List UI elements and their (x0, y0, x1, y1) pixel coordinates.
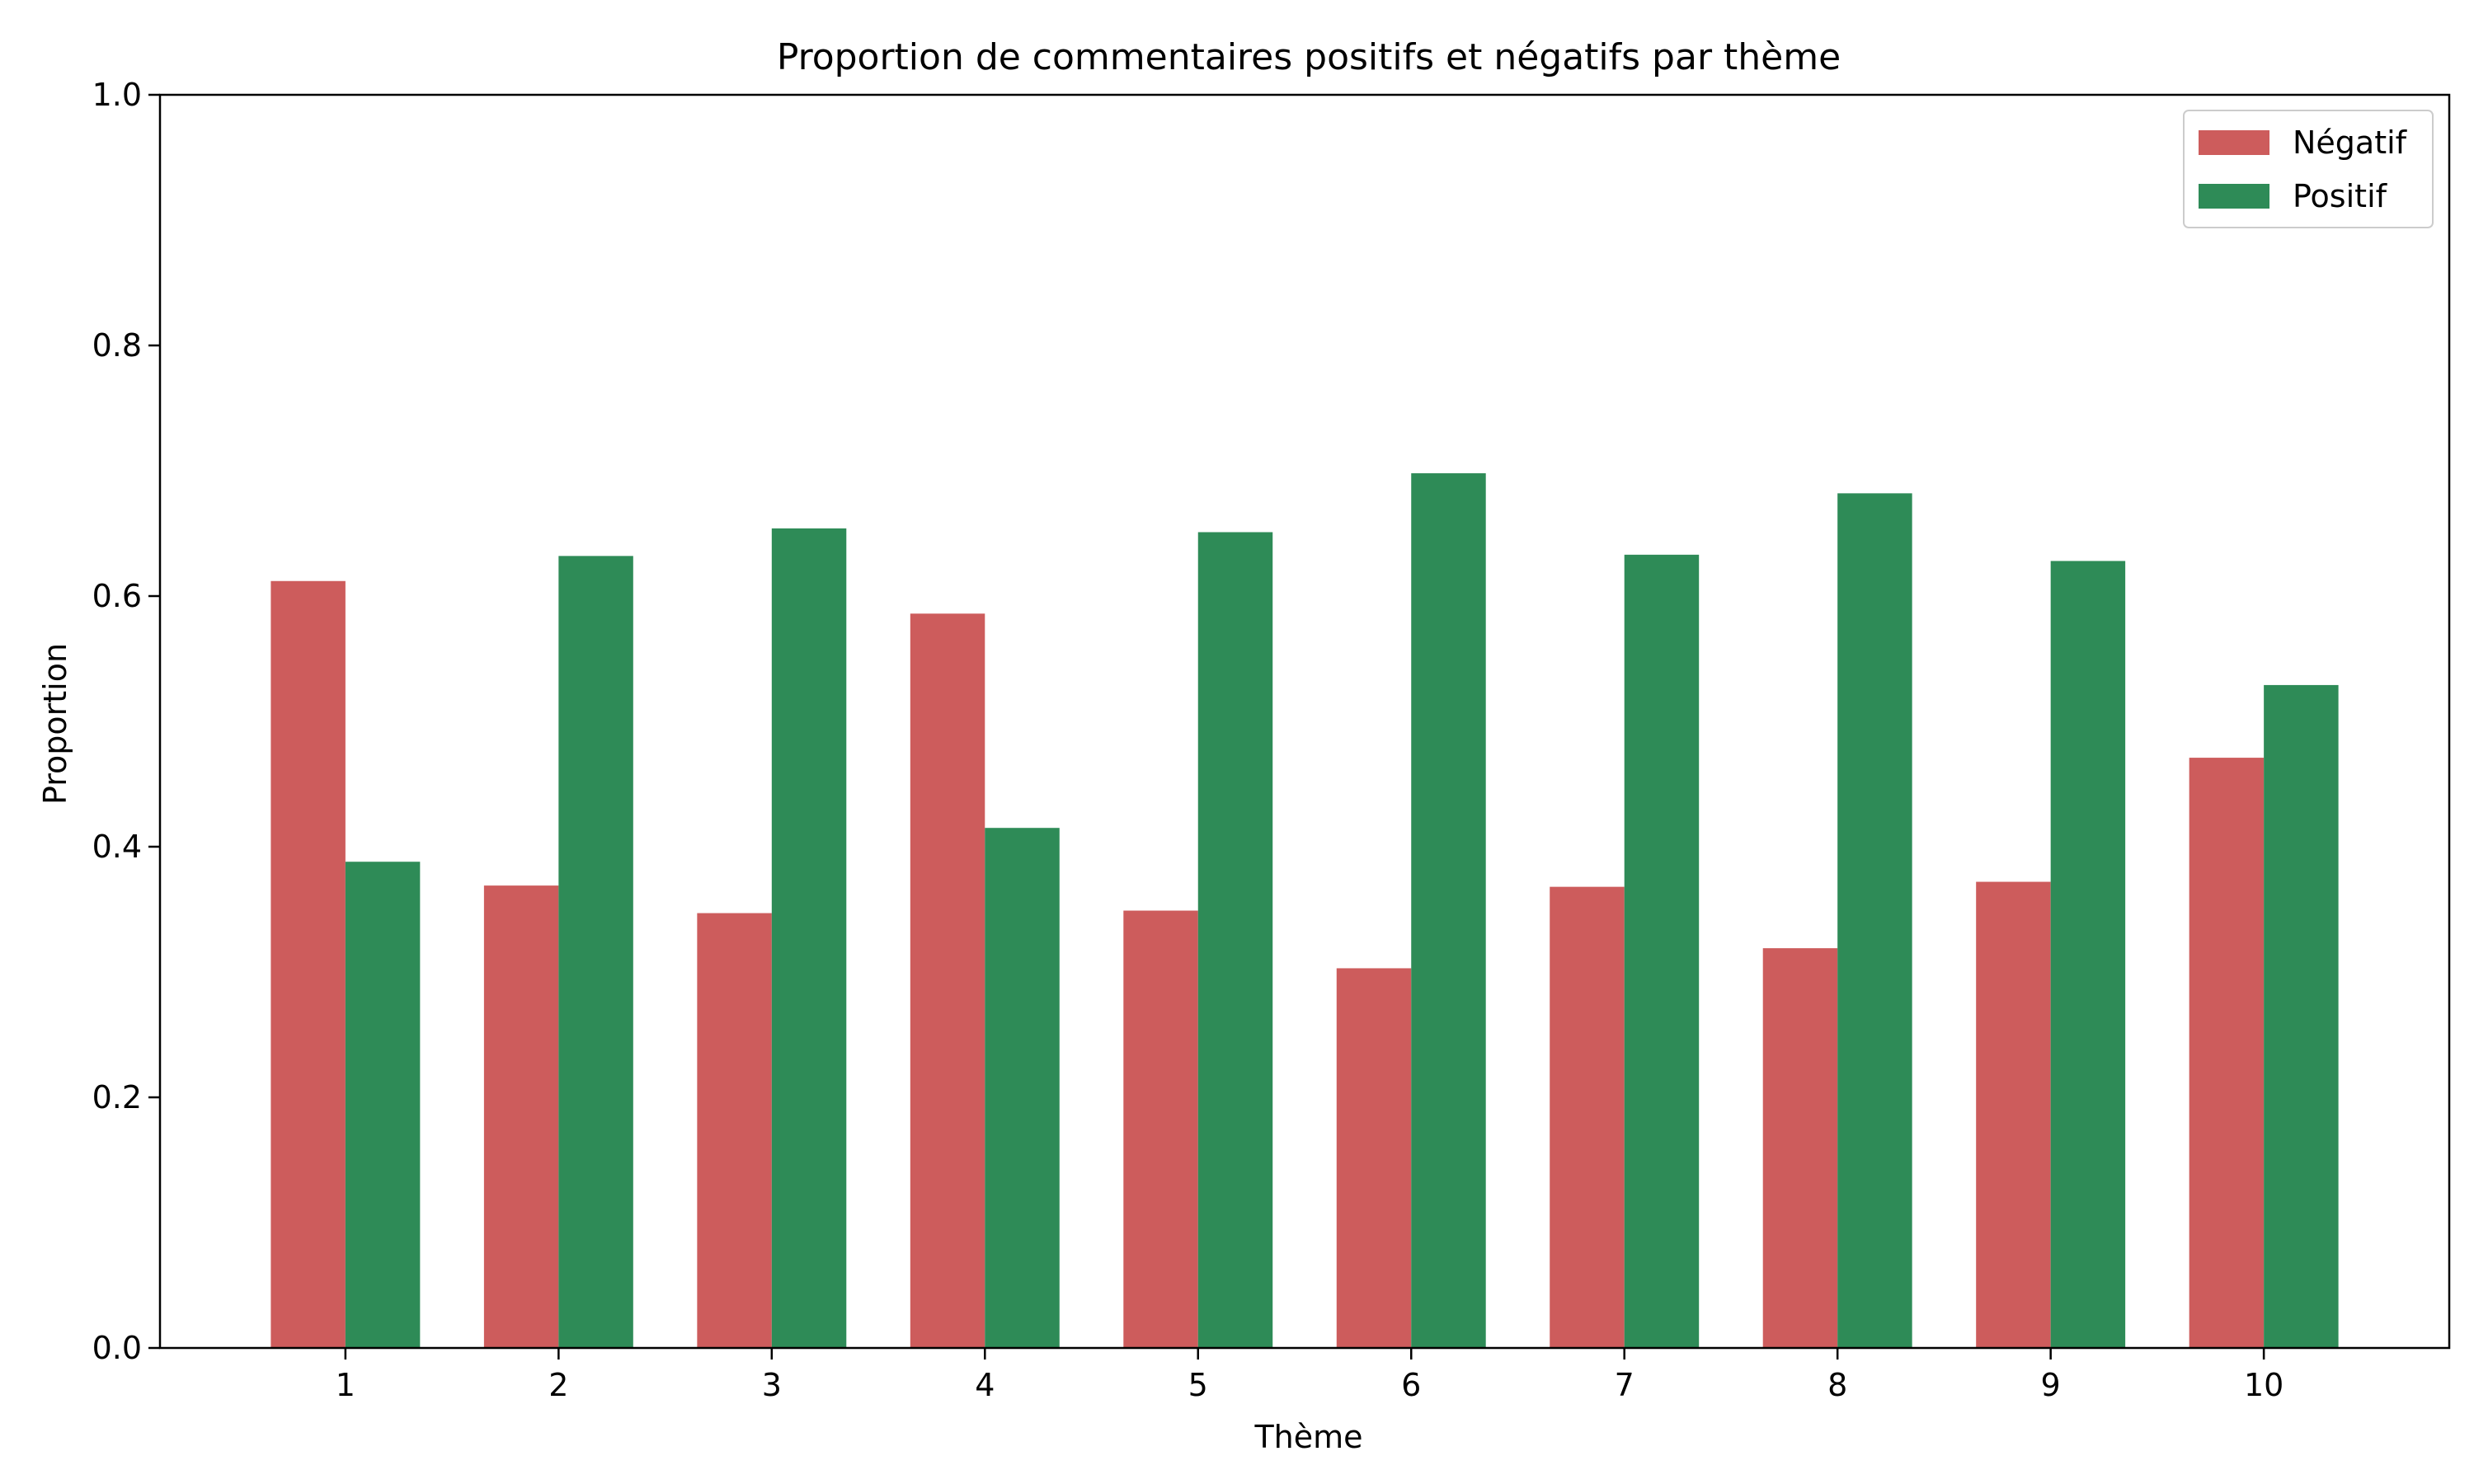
bar-positif-1 (345, 862, 421, 1348)
y-tick-label: 0.0 (92, 1330, 142, 1366)
x-tick-label: 10 (2244, 1367, 2284, 1403)
bar-positif-8 (1837, 493, 1912, 1348)
x-tick-label: 8 (1827, 1367, 1847, 1403)
y-axis-label: Proportion (37, 643, 73, 805)
legend-label: Négatif (2293, 124, 2408, 161)
bar-n-gatif-8 (1762, 948, 1838, 1348)
bar-n-gatif-5 (1123, 910, 1198, 1348)
y-tick-label: 0.6 (92, 578, 142, 614)
bar-positif-4 (985, 828, 1060, 1348)
x-ticks: 1 2 3 4 5 6 7 8 9 10 (336, 1348, 2284, 1403)
bar-n-gatif-1 (270, 580, 346, 1348)
bar-positif-9 (2050, 561, 2126, 1348)
x-tick-label: 3 (762, 1367, 782, 1403)
x-tick-label: 5 (1188, 1367, 1208, 1403)
y-ticks: 0.0 0.2 0.4 0.6 0.8 1.0 (92, 77, 160, 1366)
y-tick-label: 1.0 (92, 77, 142, 113)
x-tick-label: 1 (336, 1367, 355, 1403)
bars (270, 473, 2339, 1348)
chart-title: Proportion de commentaires positifs et n… (777, 36, 1841, 78)
x-axis-label: Thème (1253, 1419, 1362, 1455)
x-tick-label: 9 (2041, 1367, 2061, 1403)
bar-n-gatif-7 (1550, 886, 1625, 1348)
bar-positif-2 (558, 556, 633, 1348)
bar-positif-5 (1197, 532, 1273, 1348)
legend-swatch-n-gatif (2199, 130, 2269, 155)
y-tick-label: 0.2 (92, 1079, 142, 1115)
bar-positif-10 (2264, 684, 2339, 1348)
x-tick-label: 4 (975, 1367, 995, 1403)
legend: Négatif Positif (2183, 110, 2434, 228)
plot-frame (158, 93, 2451, 1350)
legend-label: Positif (2293, 178, 2388, 214)
bar-n-gatif-2 (483, 885, 559, 1348)
legend-swatch-positif (2199, 184, 2269, 209)
bar-positif-3 (771, 528, 847, 1348)
bar-n-gatif-10 (2189, 758, 2265, 1348)
y-tick-label: 0.8 (92, 327, 142, 364)
bar-n-gatif-3 (697, 913, 772, 1348)
x-tick-label: 6 (1401, 1367, 1421, 1403)
bar-positif-6 (1411, 473, 1486, 1348)
x-tick-label: 7 (1615, 1367, 1634, 1403)
axes (158, 93, 2451, 1350)
bar-n-gatif-9 (1976, 881, 2051, 1348)
x-tick-label: 2 (548, 1367, 568, 1403)
y-tick-label: 0.4 (92, 829, 142, 865)
bar-n-gatif-6 (1336, 968, 1412, 1348)
bar-positif-7 (1624, 554, 1700, 1348)
bar-n-gatif-4 (910, 613, 985, 1348)
